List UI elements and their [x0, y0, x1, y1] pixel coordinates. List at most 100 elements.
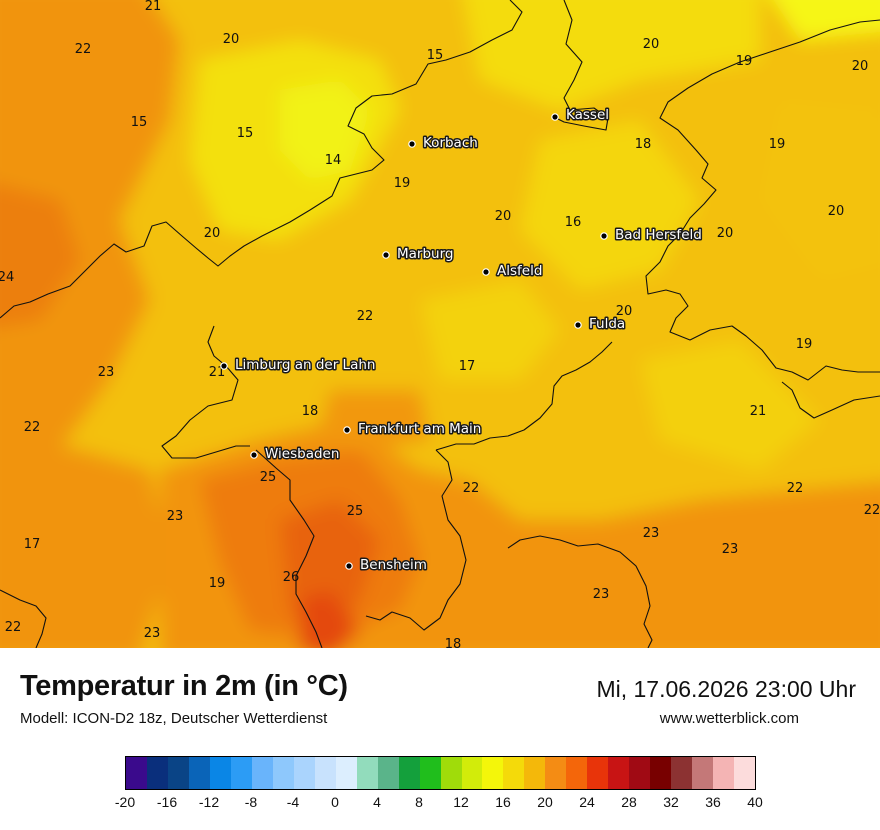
legend-swatch	[671, 757, 693, 789]
temp-value: 15	[131, 115, 148, 130]
temp-value: 23	[144, 626, 161, 641]
legend-swatch	[692, 757, 714, 789]
legend-swatch	[230, 757, 252, 789]
temperature-map: 21 22 20 15 20 19 20 15 15 14 19 18 19 2…	[0, 0, 880, 648]
temp-value: 22	[463, 481, 480, 496]
legend-swatch	[167, 757, 189, 789]
city-alsfeld[interactable]: Alsfeld	[482, 262, 544, 281]
temp-value: 18	[302, 404, 319, 419]
legend-tick-label: 12	[453, 794, 469, 810]
city-kassel[interactable]: Kassel	[551, 106, 611, 125]
temp-value: 20	[717, 226, 734, 241]
city-label: Korbach	[423, 135, 478, 151]
temp-value: 23	[167, 509, 184, 524]
city-marburg[interactable]: Marburg	[382, 245, 455, 264]
legend-tick-label: 36	[705, 794, 721, 810]
legend-swatch	[188, 757, 210, 789]
legend-swatch	[734, 757, 756, 789]
temp-value: 15	[427, 48, 444, 63]
temperature-values: 21 22 20 15 20 19 20 15 15 14 19 18 19 2…	[0, 0, 880, 648]
temp-value: 22	[75, 42, 92, 57]
temp-value: 15	[237, 126, 254, 141]
model-info: Modell: ICON-D2 18z, Deutscher Wetterdie…	[20, 710, 328, 727]
legend-swatch	[251, 757, 273, 789]
city-label: Marburg	[397, 246, 453, 262]
city-korbach[interactable]: Korbach	[408, 134, 479, 153]
temp-value: 23	[643, 526, 660, 541]
temp-value: 19	[736, 54, 753, 69]
forecast-datetime: Mi, 17.06.2026 23:00 Uhr	[596, 676, 856, 702]
state-borders	[0, 0, 880, 648]
city-label: Bensheim	[360, 557, 427, 573]
temp-value: 20	[852, 59, 869, 74]
temp-value: 19	[769, 137, 786, 152]
legend-swatch	[126, 757, 147, 789]
legend-swatch	[377, 757, 399, 789]
city-limburg[interactable]: Limburg an der Lahn	[220, 356, 377, 375]
legend-swatch	[566, 757, 588, 789]
temp-value: 20	[643, 37, 660, 52]
city-label: Wiesbaden	[265, 446, 339, 462]
legend-tick-label: 28	[621, 794, 637, 810]
legend-swatch	[608, 757, 630, 789]
legend-swatch	[272, 757, 294, 789]
temp-value: 14	[325, 153, 342, 168]
city-bad-hersfeld[interactable]: Bad Hersfeld	[600, 226, 703, 245]
legend-swatch	[482, 757, 504, 789]
temp-value: 20	[204, 226, 221, 241]
temp-value: 20	[223, 32, 240, 47]
legend-swatch	[587, 757, 609, 789]
legend-swatch	[629, 757, 651, 789]
city-label: Frankfurt am Main	[358, 421, 481, 437]
city-label: Bad Hersfeld	[615, 227, 702, 243]
temp-value: 25	[347, 504, 364, 519]
temp-value: 16	[565, 215, 582, 230]
city-markers: Kassel Korbach Bad Hersfeld Marburg Alsf…	[220, 106, 703, 575]
legend-swatch	[713, 757, 735, 789]
legend-swatch	[524, 757, 546, 789]
legend-tick-label: 4	[373, 794, 381, 810]
legend-swatch	[650, 757, 672, 789]
temp-value: 19	[394, 176, 411, 191]
legend-tick-label: 20	[537, 794, 553, 810]
temp-value: 25	[260, 470, 277, 485]
temp-value: 21	[750, 404, 767, 419]
temp-value: 19	[209, 576, 226, 591]
legend-tick-label: 24	[579, 794, 595, 810]
legend-swatch	[209, 757, 231, 789]
temp-value: 17	[459, 359, 476, 374]
legend-tick-label: 16	[495, 794, 511, 810]
legend-swatch	[356, 757, 378, 789]
city-label: Alsfeld	[497, 263, 542, 279]
city-fulda[interactable]: Fulda	[574, 315, 627, 334]
temp-value: 22	[24, 420, 41, 435]
city-label: Limburg an der Lahn	[235, 357, 375, 373]
footer: Temperatur in 2m (in °C) Modell: ICON-D2…	[0, 648, 880, 830]
temp-value: 20	[616, 304, 633, 319]
city-wiesbaden[interactable]: Wiesbaden	[250, 445, 341, 464]
legend-swatch	[461, 757, 483, 789]
temp-value: 21	[145, 0, 162, 14]
city-bensheim[interactable]: Bensheim	[345, 556, 428, 575]
temp-value: 18	[445, 637, 462, 648]
legend-swatch	[293, 757, 315, 789]
website-link[interactable]: www.wetterblick.com	[659, 710, 799, 727]
temp-value: 26	[283, 570, 300, 585]
legend-swatch	[419, 757, 441, 789]
temp-value: 20	[828, 204, 845, 219]
legend-tick-label: -4	[286, 794, 300, 810]
map-title: Temperatur in 2m (in °C)	[20, 670, 348, 702]
legend-tick-label: 0	[331, 794, 339, 810]
legend-swatch	[545, 757, 567, 789]
legend-swatch	[440, 757, 462, 789]
color-legend	[125, 756, 756, 790]
temp-value: 22	[5, 620, 22, 635]
temp-value: 18	[635, 137, 652, 152]
city-label: Fulda	[589, 316, 625, 332]
legend-tick-label: 32	[663, 794, 679, 810]
legend-tick-label: -8	[244, 794, 258, 810]
temp-value: 22	[864, 503, 880, 518]
city-frankfurt[interactable]: Frankfurt am Main	[343, 420, 483, 439]
legend-tick-label: 40	[747, 794, 763, 810]
legend-tick-label: -16	[156, 794, 178, 810]
